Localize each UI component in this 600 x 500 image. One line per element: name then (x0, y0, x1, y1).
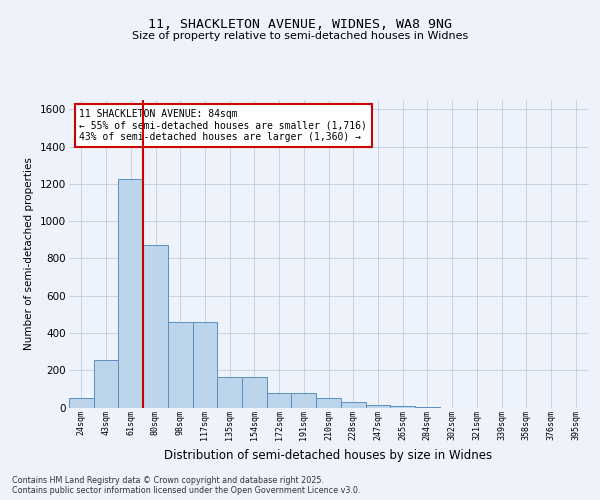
Bar (341, 402, 365, 407)
Bar (415, 406, 440, 408)
Bar (365, 404, 390, 407)
Y-axis label: Number of semi-detached properties: Number of semi-detached properties (25, 158, 34, 350)
Bar (143, 246, 168, 408)
Text: Contains HM Land Registry data © Crown copyright and database right 2025.
Contai: Contains HM Land Registry data © Crown c… (12, 476, 361, 495)
Text: 11, SHACKLETON AVENUE, WIDNES, WA8 9NG: 11, SHACKLETON AVENUE, WIDNES, WA8 9NG (148, 18, 452, 30)
Bar (267, 392, 292, 407)
Text: 11 SHACKLETON AVENUE: 84sqm
← 55% of semi-detached houses are smaller (1,716)
43: 11 SHACKLETON AVENUE: 84sqm ← 55% of sem… (79, 109, 367, 142)
Text: Size of property relative to semi-detached houses in Widnes: Size of property relative to semi-detach… (132, 31, 468, 41)
Bar (242, 377, 267, 408)
Bar (292, 392, 316, 407)
Bar (316, 398, 341, 407)
Bar (118, 179, 143, 408)
Bar (217, 377, 242, 408)
X-axis label: Distribution of semi-detached houses by size in Widnes: Distribution of semi-detached houses by … (164, 448, 493, 462)
Bar (168, 322, 193, 408)
Bar (69, 398, 94, 407)
Bar (94, 360, 118, 408)
Bar (193, 322, 217, 408)
Bar (390, 406, 415, 407)
